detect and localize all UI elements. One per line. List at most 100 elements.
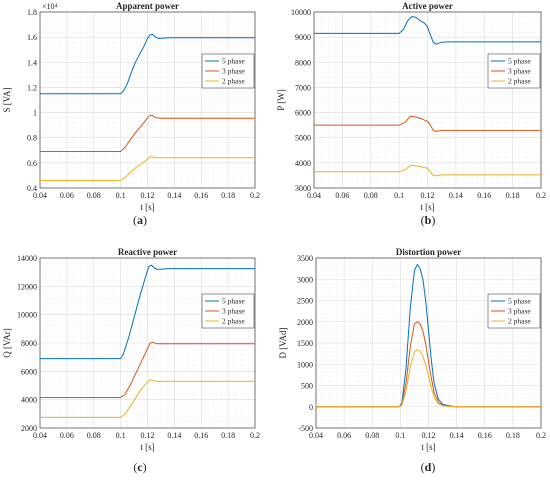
x-tick-label: 0.1 bbox=[395, 431, 405, 440]
y-tick-label: 0.8 bbox=[27, 134, 37, 143]
y-tick-label: 2000 bbox=[21, 424, 37, 433]
x-tick-label: 0.18 bbox=[221, 191, 235, 200]
x-tick-label: 0.1 bbox=[394, 191, 404, 200]
axes-box bbox=[315, 257, 542, 429]
y-tick-label: 3000 bbox=[295, 184, 311, 193]
y-tick-label: 4000 bbox=[21, 396, 37, 405]
y-tick-label: 1500 bbox=[297, 339, 313, 348]
x-tick-label: 0.06 bbox=[60, 431, 74, 440]
x-tick-label: 0.12 bbox=[422, 431, 436, 440]
chart-title: Active power bbox=[402, 1, 453, 11]
y-tick-label: 1.8 bbox=[27, 8, 37, 17]
x-tick-label: 0.2 bbox=[536, 191, 546, 200]
legend-box bbox=[487, 53, 541, 89]
x-tick-label: 0.18 bbox=[506, 431, 520, 440]
y-tick-label: 1.4 bbox=[27, 58, 37, 67]
series-line-5-phase bbox=[40, 264, 255, 360]
y-axis-label: D [VAd] bbox=[278, 327, 288, 358]
y-tick-label: 3500 bbox=[297, 254, 313, 263]
caption-close: ) bbox=[431, 460, 435, 474]
y-tick-label: 0.4 bbox=[27, 184, 37, 193]
y-tick-label: 1000 bbox=[297, 360, 313, 369]
y-exponent-label: ×10⁴ bbox=[42, 2, 58, 11]
chart-title: Reactive power bbox=[118, 247, 177, 257]
y-tick-label: 500 bbox=[301, 382, 313, 391]
caption-close: ) bbox=[143, 460, 147, 474]
series-line-3-phase bbox=[40, 341, 255, 398]
caption-close: ) bbox=[143, 213, 147, 227]
y-tick-label: 6000 bbox=[295, 109, 311, 118]
x-tick-label: 0.04 bbox=[309, 431, 323, 440]
y-tick-label: 6000 bbox=[21, 367, 37, 376]
x-tick-label: 0.14 bbox=[449, 191, 463, 200]
legend-box bbox=[201, 293, 255, 329]
y-tick-label: 4000 bbox=[295, 159, 311, 168]
panel-caption: (a) bbox=[133, 213, 147, 227]
legend-label: 3 phase bbox=[508, 67, 531, 76]
series-line-2-phase bbox=[316, 349, 541, 408]
y-axis-label: P [W] bbox=[276, 89, 286, 110]
x-tick-label: 0.18 bbox=[221, 431, 235, 440]
legend-label: 5 phase bbox=[508, 57, 531, 66]
y-tick-label: 8000 bbox=[21, 339, 37, 348]
y-tick-label: 1.6 bbox=[27, 33, 37, 42]
legend-label: 3 phase bbox=[222, 307, 245, 316]
legend-label: 5 phase bbox=[508, 297, 531, 306]
x-tick-label: 0.08 bbox=[87, 191, 101, 200]
chart-d: 0.04 0.06 0.08 0.1 0.12 0.14 0.16 0.18 0.2 -500 0 5… bbox=[278, 247, 546, 474]
series-line-5-phase bbox=[40, 34, 255, 95]
x-tick-label: 0.12 bbox=[141, 431, 155, 440]
y-axis-label: S [VA] bbox=[2, 87, 12, 112]
axes-box bbox=[39, 257, 256, 429]
x-axis-label: t [s] bbox=[420, 202, 434, 212]
x-axis-label: t [s] bbox=[140, 442, 154, 452]
legend-label: 2 phase bbox=[222, 317, 245, 326]
x-tick-label: 0.16 bbox=[478, 431, 492, 440]
caption-letter: d bbox=[425, 460, 432, 474]
x-tick-label: 0.2 bbox=[250, 191, 260, 200]
y-axis-label: Q [VAr] bbox=[2, 328, 12, 358]
series-line-3-phase bbox=[314, 115, 541, 132]
x-tick-label: 0.16 bbox=[194, 431, 208, 440]
axes-box bbox=[313, 11, 542, 189]
caption-close: ) bbox=[431, 213, 435, 227]
series-line-2-phase bbox=[40, 379, 255, 418]
y-tick-label: 1.2 bbox=[27, 83, 37, 92]
y-tick-label: -500 bbox=[298, 424, 313, 433]
caption-open: ( bbox=[421, 213, 425, 227]
x-tick-label: 0.06 bbox=[337, 431, 351, 440]
legend-label: 5 phase bbox=[222, 57, 245, 66]
x-tick-label: 0.04 bbox=[33, 431, 47, 440]
y-tick-label: 10000 bbox=[17, 311, 37, 320]
caption-letter: a bbox=[137, 213, 143, 227]
legend-label: 2 phase bbox=[508, 317, 531, 326]
legend-label: 3 phase bbox=[508, 307, 531, 316]
y-tick-label: 1 bbox=[33, 109, 37, 118]
chart-a: 0.04 0.06 0.08 0.1 0.12 0.14 0.16 0.18 0.2 0.4 0.6… bbox=[2, 1, 260, 227]
x-tick-label: 0.14 bbox=[167, 431, 181, 440]
y-tick-label: 7000 bbox=[295, 83, 311, 92]
caption-open: ( bbox=[133, 213, 137, 227]
y-tick-label: 5000 bbox=[295, 134, 311, 143]
caption-open: ( bbox=[133, 460, 137, 474]
legend-label: 5 phase bbox=[222, 297, 245, 306]
panel-caption: (d) bbox=[421, 460, 436, 474]
x-tick-label: 0.04 bbox=[307, 191, 321, 200]
x-tick-label: 0.06 bbox=[335, 191, 349, 200]
x-tick-label: 0.16 bbox=[477, 191, 491, 200]
x-tick-label: 0.2 bbox=[536, 431, 546, 440]
x-axis-label: t [s] bbox=[140, 202, 154, 212]
x-tick-label: 0.06 bbox=[60, 191, 74, 200]
panel-caption: (b) bbox=[421, 213, 436, 227]
y-tick-label: 10000 bbox=[291, 8, 311, 17]
x-tick-label: 0.16 bbox=[194, 191, 208, 200]
caption-open: ( bbox=[421, 460, 425, 474]
axes-box bbox=[39, 11, 256, 189]
y-tick-label: 12000 bbox=[17, 282, 37, 291]
caption-letter: c bbox=[137, 460, 143, 474]
legend-label: 3 phase bbox=[222, 67, 245, 76]
